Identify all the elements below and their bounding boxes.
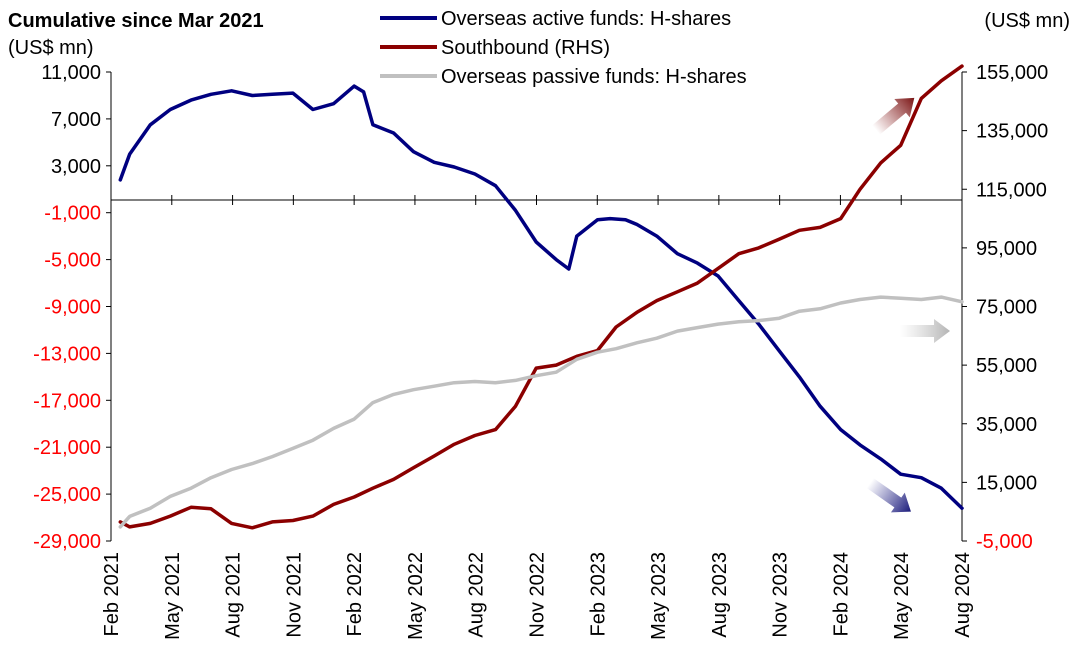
left-y-tick-label: -13,000 (33, 343, 101, 365)
left-y-tick-label: -29,000 (33, 531, 101, 553)
legend-label: Southbound (RHS) (441, 37, 610, 59)
left-y-tick-label: -5,000 (44, 250, 101, 272)
left-y-tick-label: -1,000 (44, 203, 101, 225)
x-tick-label: Aug 2024 (952, 552, 974, 638)
series-line (118, 84, 964, 510)
x-tick-label: Feb 2021 (101, 552, 123, 637)
x-tick-label: Aug 2022 (466, 552, 488, 638)
series-line (118, 64, 964, 530)
left-y-tick-label: -17,000 (33, 390, 101, 412)
x-tick-label: Feb 2022 (344, 552, 366, 637)
x-tick-label: Aug 2023 (709, 552, 731, 638)
right-y-tick-label: 155,000 (976, 62, 1048, 84)
left-y-tick-label: -25,000 (33, 484, 101, 506)
right-y-tick-label: 115,000 (976, 179, 1047, 201)
x-tick-label: Nov 2023 (770, 552, 792, 638)
right-y-tick-label: 35,000 (976, 414, 1037, 436)
right-axis-unit: (US$ mn) (984, 10, 1070, 32)
x-tick-label: May 2021 (162, 552, 184, 640)
down-arrow-icon (866, 478, 911, 513)
legend-label: Overseas active funds: H-shares (441, 8, 731, 30)
up-arrow-icon (872, 97, 915, 135)
left-y-tick-label: 3,000 (51, 156, 101, 178)
right-y-tick-label: 75,000 (976, 297, 1037, 319)
right-y-tick-label: 55,000 (976, 355, 1037, 377)
x-tick-label: Nov 2021 (283, 552, 305, 638)
chart-title: Cumulative since Mar 2021 (8, 10, 264, 32)
right-arrow-icon (900, 319, 950, 343)
x-tick-label: Feb 2024 (830, 552, 852, 637)
x-tick-label: May 2022 (405, 552, 427, 640)
x-tick-label: Aug 2021 (223, 552, 245, 638)
left-y-tick-label: -21,000 (33, 437, 101, 459)
left-y-tick-label: 11,000 (41, 62, 101, 84)
x-tick-label: Feb 2023 (587, 552, 609, 637)
right-y-tick-label: -5,000 (976, 531, 1033, 553)
legend-label: Overseas passive funds: H-shares (441, 66, 747, 88)
left-y-tick-label: 7,000 (51, 109, 101, 131)
left-y-tick-label: -9,000 (44, 297, 101, 319)
right-y-tick-label: 135,000 (976, 121, 1048, 143)
series-line (118, 295, 964, 529)
x-tick-label: May 2023 (648, 552, 670, 640)
left-axis-unit: (US$ mn) (8, 37, 94, 59)
right-y-tick-label: 15,000 (976, 472, 1037, 494)
x-tick-label: May 2024 (891, 552, 913, 640)
x-tick-label: Nov 2022 (527, 552, 549, 638)
right-y-tick-label: 95,000 (976, 238, 1037, 260)
